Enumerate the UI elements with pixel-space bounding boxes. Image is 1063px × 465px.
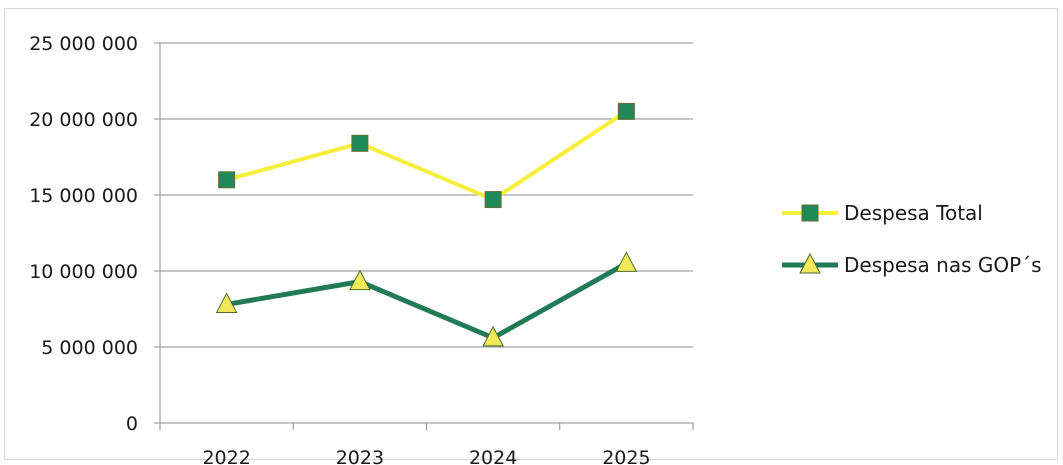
- y-tick-label: 5 000 000: [41, 337, 138, 359]
- data-point-square: [484, 191, 502, 209]
- axes: [154, 42, 694, 430]
- data-point-triangle: [615, 251, 638, 272]
- legend-marker-triangle-icon: [799, 252, 821, 274]
- y-tick-label: 20 000 000: [29, 109, 138, 131]
- x-axis-tick-labels: 2022 2023 2024 2025: [202, 447, 650, 465]
- data-point-square: [351, 134, 369, 152]
- y-tick-label: 0: [126, 413, 138, 435]
- chart-frame: [4, 8, 1058, 460]
- x-tick-label: 2025: [602, 447, 650, 465]
- series: [215, 102, 638, 347]
- data-point-triangle: [482, 325, 504, 347]
- y-tick-label: 15 000 000: [29, 185, 138, 207]
- legend-marker-square-icon: [801, 204, 819, 222]
- legend: Despesa Total Despesa nas GOP´s: [782, 201, 1042, 277]
- x-tick-label: 2024: [469, 447, 517, 465]
- gridlines: [160, 42, 693, 348]
- y-tick-label: 25 000 000: [29, 33, 138, 55]
- data-point-square: [218, 171, 236, 189]
- x-tick-label: 2023: [336, 447, 384, 465]
- legend-label-despesa-gop: Despesa nas GOP´s: [844, 253, 1042, 277]
- legend-label-despesa-total: Despesa Total: [844, 201, 983, 225]
- y-axis-tick-labels: 0 5 000 000 10 000 000 15 000 000 20 000 000…: [29, 33, 138, 435]
- legend-item-despesa-total: Despesa Total: [782, 201, 983, 225]
- x-tick-label: 2022: [202, 447, 250, 465]
- y-tick-label: 10 000 000: [29, 261, 138, 283]
- series-1: [218, 102, 635, 209]
- series-line: [226, 261, 628, 341]
- series-line: [226, 109, 628, 202]
- legend-item-despesa-gop: Despesa nas GOP´s: [782, 252, 1042, 277]
- data-point-triangle: [215, 292, 238, 313]
- series-2: [215, 251, 638, 347]
- data-point-triangle: [349, 269, 371, 291]
- data-point-square: [617, 102, 635, 120]
